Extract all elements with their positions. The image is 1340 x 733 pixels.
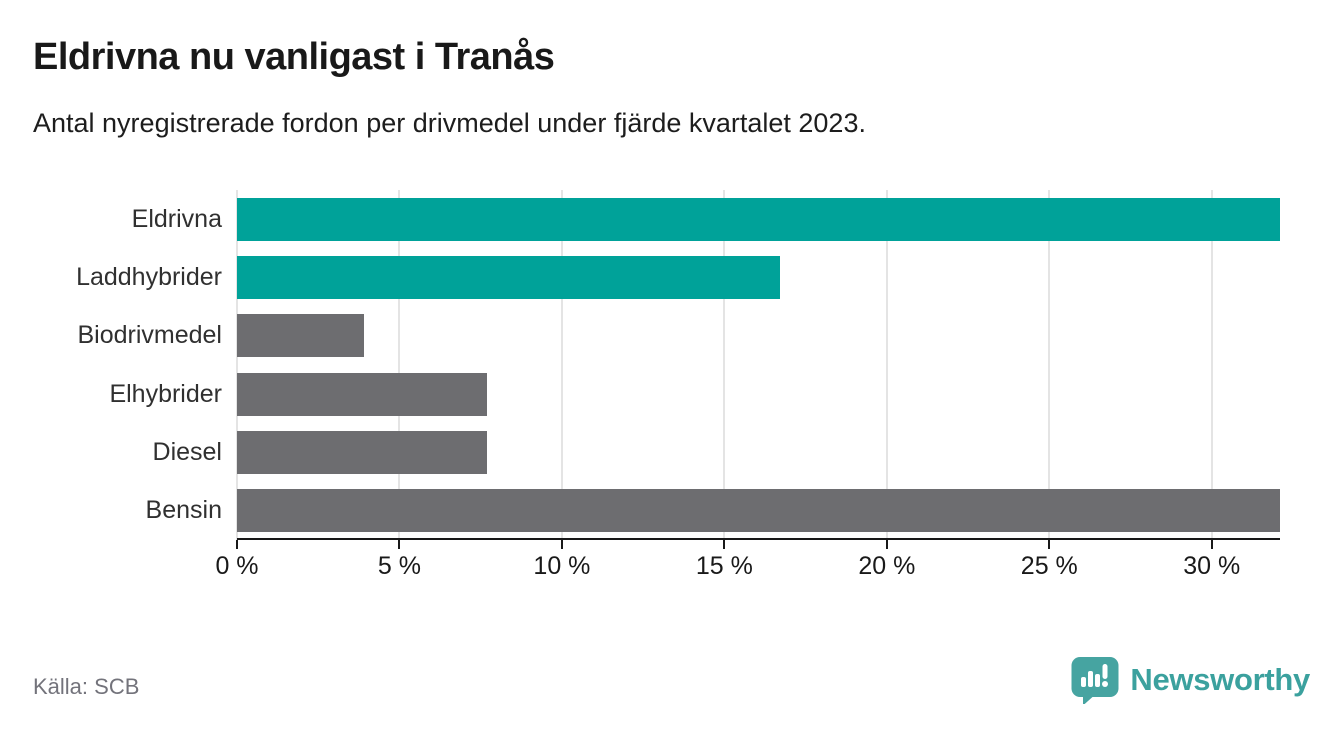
chart-subtitle: Antal nyregistrerade fordon per drivmede…	[33, 108, 866, 138]
bar-rows	[237, 190, 1280, 540]
bar	[237, 255, 780, 299]
x-axis-tick-label: 20 %	[858, 552, 916, 580]
category-label: Laddhybrider	[76, 262, 222, 291]
bar-row	[237, 307, 1280, 365]
x-axis-tick-label: 30 %	[1183, 552, 1241, 580]
source-note: Källa: SCB	[33, 674, 140, 699]
category-label: Elhybrider	[109, 379, 222, 408]
category-labels: Eldrivna Laddhybrider Biodrivmedel Elhybrid…	[0, 190, 222, 540]
x-axis-tick	[560, 540, 563, 549]
newsworthy-pin-icon	[1071, 657, 1119, 704]
x-axis-tick	[1048, 540, 1051, 549]
x-axis-line	[237, 538, 1280, 540]
x-axis-tick	[885, 540, 888, 549]
x-axis-tick-label: 25 %	[1020, 552, 1078, 580]
category-label: Eldrivna	[131, 204, 222, 233]
bar-row	[237, 190, 1280, 248]
bar	[237, 489, 1280, 533]
bar	[237, 430, 488, 474]
chart-title: Eldrivna nu vanligast i Tranås	[33, 36, 555, 78]
plot-area: 0 % 5 % 10 % 15 % 20 % 25 % 30 %	[215, 190, 1280, 580]
x-axis-tick-label: 10 %	[533, 552, 591, 580]
x-axis-tick	[398, 540, 401, 549]
category-label: Bensin	[145, 496, 222, 525]
newsworthy-logo: Newsworthy	[1071, 656, 1310, 704]
gridline	[885, 190, 888, 540]
gridline	[236, 190, 238, 540]
bar-row	[237, 482, 1280, 540]
newsworthy-wordmark: Newsworthy	[1130, 662, 1310, 697]
category-label: Diesel	[152, 437, 222, 466]
category-label: Biodrivmedel	[77, 321, 222, 350]
gridline	[1048, 190, 1051, 540]
x-axis-tick	[236, 540, 238, 549]
x-axis-tick-label: 5 %	[377, 552, 421, 580]
bar	[237, 197, 1280, 241]
bar	[237, 314, 364, 358]
gridline	[723, 190, 726, 540]
bar-row	[237, 365, 1280, 423]
x-axis-tick	[723, 540, 726, 549]
bar-row	[237, 248, 1280, 306]
x-axis-tick	[1210, 540, 1213, 549]
bar-row	[237, 423, 1280, 481]
x-axis-tick-label: 15 %	[695, 552, 753, 580]
gridline	[560, 190, 563, 540]
bar	[237, 372, 488, 416]
gridline	[1210, 190, 1213, 540]
x-axis-tick-label: 0 %	[215, 552, 259, 580]
gridline	[398, 190, 401, 540]
